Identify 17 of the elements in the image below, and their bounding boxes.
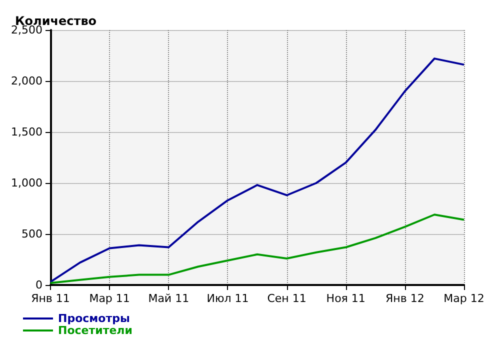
x-tick-label: Ноя 11: [326, 292, 366, 305]
x-tick-label: Мар 11: [89, 292, 130, 305]
y-tick-label: 2,000: [10, 74, 42, 88]
legend-label: Посетители: [58, 324, 132, 337]
x-tick-label: Май 11: [148, 292, 190, 305]
y-tick-label: 0: [35, 278, 42, 292]
x-tick-label: Сен 11: [267, 292, 306, 305]
y-tick-label: 500: [21, 228, 42, 240]
x-tick-label: Янв 12: [386, 292, 424, 305]
x-tick-label: Июл 11: [206, 292, 249, 305]
y-tick-label: 1,500: [10, 126, 42, 138]
x-tick-label: Мар 12: [444, 292, 484, 305]
x-tick-label: Янв 11: [31, 292, 70, 305]
line-series: [49, 58, 465, 283]
y-tick-label: 1,000: [10, 176, 42, 190]
legend-label: Просмотры: [58, 312, 130, 325]
y-tick-label: 2,500: [10, 24, 42, 36]
